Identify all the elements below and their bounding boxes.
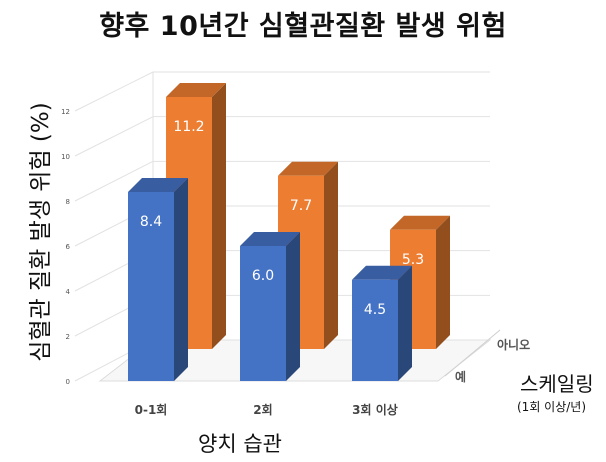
- side-gridline: [74, 160, 154, 202]
- depth-axis-line: [444, 329, 501, 377]
- depth-axis-label: 스케일링: [520, 372, 594, 396]
- series-label: 아니오: [497, 337, 530, 352]
- bar-top-face: [240, 232, 300, 246]
- data-label: 5.3: [402, 252, 424, 268]
- bar-top-face: [278, 161, 338, 176]
- bar-side-face: [212, 83, 226, 349]
- y-tick-label: 6: [66, 243, 71, 251]
- bar-top-face: [390, 215, 450, 230]
- data-label: 6.0: [252, 268, 274, 284]
- data-label: 7.7: [290, 198, 312, 214]
- category-label: 0-1회: [135, 402, 168, 417]
- bar-top-face: [166, 83, 226, 97]
- y-tick-label: 10: [61, 153, 70, 161]
- y-tick-label: 0: [66, 378, 70, 386]
- labels-layer: 0-1회 2회 3회 이상 예 아니오: [135, 337, 530, 417]
- category-label: 3회 이상: [352, 402, 398, 417]
- y-tick-label: 4: [66, 288, 71, 296]
- bar-side-face: [174, 178, 188, 381]
- side-gridline: [74, 116, 154, 157]
- bar-side-face: [286, 232, 300, 381]
- bar: [240, 246, 286, 381]
- bar-top-face: [352, 265, 412, 280]
- data-label: 11.2: [173, 119, 204, 135]
- series-label: 예: [455, 369, 466, 384]
- bar: [352, 279, 398, 381]
- chart-title: 향후 10년간 심혈관질환 발생 위험: [99, 11, 507, 42]
- bar-side-face: [324, 161, 338, 349]
- bar: [128, 192, 174, 381]
- y-tick-label: 8: [66, 198, 70, 206]
- side-gridline: [74, 71, 154, 112]
- data-label: 8.4: [140, 214, 162, 230]
- bar-side-face: [398, 265, 412, 381]
- category-label: 2회: [253, 402, 272, 417]
- bar-top-face: [128, 178, 188, 192]
- x-axis-label: 양치 습관: [198, 432, 282, 456]
- data-label: 4.5: [364, 302, 386, 318]
- depth-axis-sublabel: (1회 이상/년): [517, 400, 587, 414]
- bar-side-face: [436, 215, 450, 349]
- bars-layer: 11.2 7.7 5.3 8.4 6.0 4.5: [128, 83, 450, 381]
- y-tick-label: 2: [66, 333, 70, 341]
- y-tick-label: 12: [61, 108, 70, 116]
